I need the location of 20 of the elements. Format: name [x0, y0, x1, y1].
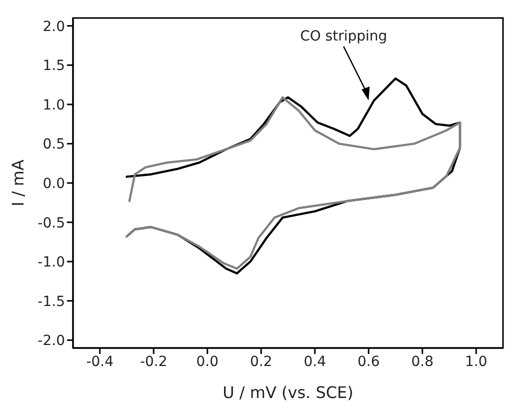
x-axis-title: U / mV (vs. SCE) — [222, 383, 354, 402]
y-tick-label: 1.0 — [42, 97, 65, 114]
x-tick-label: -0.2 — [140, 354, 168, 370]
x-tick-label: 0.2 — [250, 354, 272, 370]
y-tick-label: 2.0 — [42, 18, 65, 35]
y-tick-label: -0.5 — [38, 215, 65, 232]
y-axis-title: I / mA — [8, 160, 28, 206]
x-tick-label: 0.6 — [357, 354, 380, 370]
x-tick-label: 0.0 — [196, 354, 219, 370]
y-tick-label: 1.5 — [42, 58, 65, 74]
x-tick-label: 0.4 — [304, 354, 326, 370]
x-tick-label: 1.0 — [464, 354, 488, 370]
y-tick-label: 0.0 — [42, 176, 65, 192]
annotation: CO stripping — [300, 28, 388, 44]
y-tick-label: 0.5 — [42, 136, 65, 153]
y-tick-label: -2.0 — [38, 333, 65, 350]
x-tick-label: -0.4 — [86, 354, 114, 370]
y-tick-label: -1.0 — [38, 254, 65, 271]
x-tick-label: 0.8 — [411, 354, 434, 370]
y-tick-label: -1.5 — [38, 294, 65, 310]
